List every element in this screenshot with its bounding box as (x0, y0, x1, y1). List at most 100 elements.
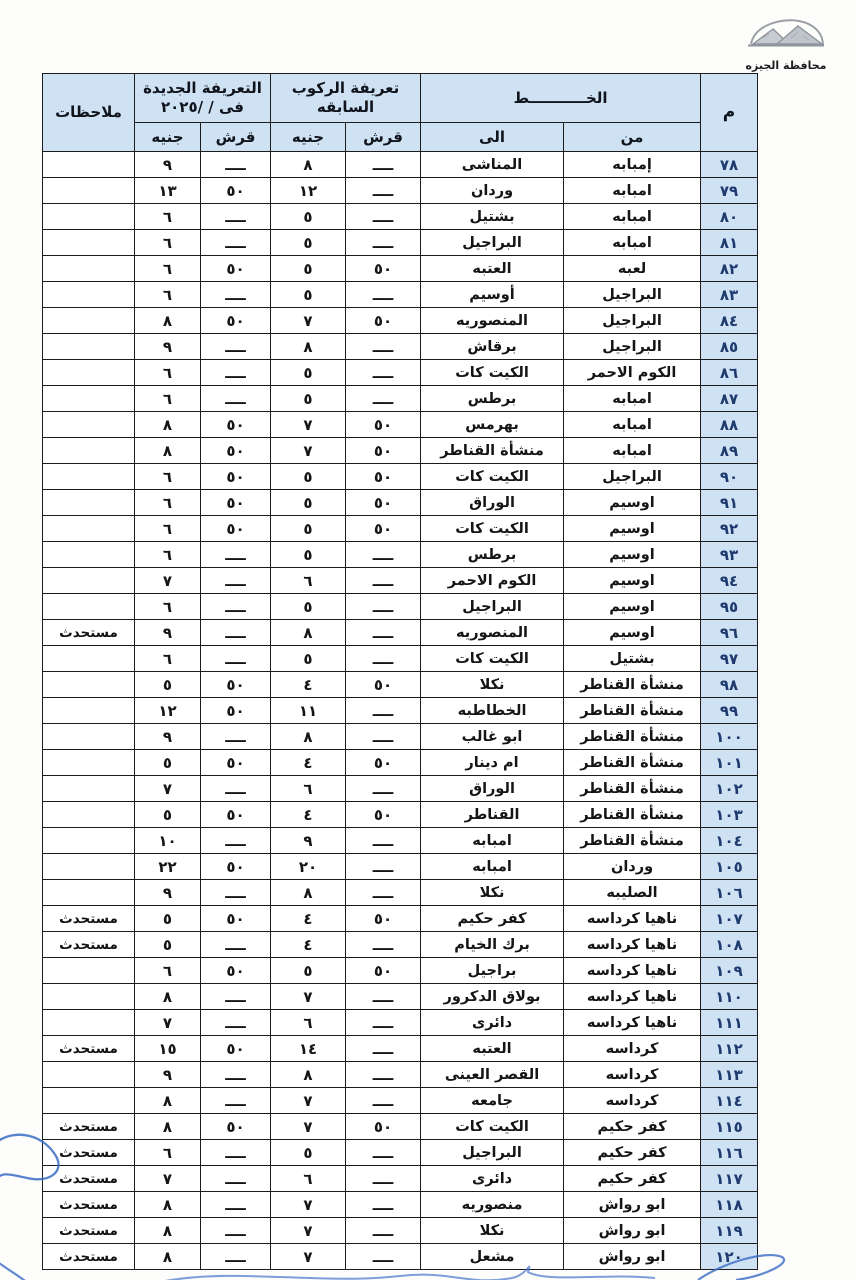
row-previous-qirsh: ــــ (345, 359, 422, 386)
row-previous-geneh: ٦ (269, 1165, 347, 1192)
row-previous-geneh: ٧ (269, 983, 347, 1010)
table-row: ١٠٠ منشأة القناطر ابو غالب ــــ ٨ ــــ ٩ (42, 723, 759, 750)
row-previous-geneh: ٥ (269, 1139, 347, 1166)
row-from-place: ناهيا كرداسه (563, 905, 702, 932)
row-new-qirsh: ــــ (200, 1087, 271, 1114)
row-to-place: البراجيل (420, 593, 565, 620)
row-to-place: الوراق (420, 489, 565, 516)
row-new-qirsh: ــــ (200, 229, 271, 256)
row-new-qirsh: ٥٠ (200, 957, 271, 984)
row-from-place: لعبه (563, 255, 702, 282)
row-new-qirsh: ــــ (200, 1165, 271, 1192)
row-serial-number: ٧٩ (700, 177, 759, 204)
row-from-place: الكوم الاحمر (563, 359, 702, 386)
row-serial-number: ١١٠ (700, 983, 759, 1010)
row-new-qirsh: ٥٠ (200, 853, 271, 880)
row-new-qirsh: ٥٠ (200, 697, 271, 724)
row-note (42, 307, 135, 334)
row-from-place: منشأة القناطر (563, 827, 702, 854)
row-new-geneh: ٨ (134, 307, 201, 334)
row-note (42, 749, 135, 776)
row-new-geneh: ٦ (134, 255, 201, 282)
row-new-geneh: ٩ (134, 1061, 201, 1088)
row-from-place: البراجيل (563, 333, 702, 360)
row-note (42, 775, 135, 802)
row-serial-number: ١١٤ (700, 1087, 759, 1114)
row-new-geneh: ٥ (134, 905, 201, 932)
header-previous-tariff: تعريفة الركوب السابقه (269, 73, 422, 123)
row-previous-geneh: ٧ (269, 307, 347, 334)
row-previous-geneh: ٤ (269, 801, 347, 828)
row-previous-qirsh: ــــ (345, 203, 422, 230)
row-new-geneh: ٦ (134, 385, 201, 412)
row-new-qirsh: ــــ (200, 1061, 271, 1088)
table-row: ٨٤ البراجيل المنصوريه ٥٠ ٧ ٥٠ ٨ (42, 307, 759, 334)
row-previous-qirsh: ــــ (345, 229, 422, 256)
row-previous-qirsh: ــــ (345, 151, 422, 178)
row-previous-geneh: ٥ (269, 385, 347, 412)
row-previous-qirsh: ــــ (345, 177, 422, 204)
row-serial-number: ٨٠ (700, 203, 759, 230)
row-serial-number: ١٠٤ (700, 827, 759, 854)
row-note (42, 203, 135, 230)
row-to-place: العتبه (420, 1035, 565, 1062)
row-previous-qirsh: ــــ (345, 567, 422, 594)
row-note (42, 1009, 135, 1036)
row-previous-qirsh: ــــ (345, 879, 422, 906)
row-previous-qirsh: ــــ (345, 281, 422, 308)
row-note: مستحدث (42, 1191, 135, 1218)
row-previous-geneh: ٤ (269, 671, 347, 698)
row-from-place: امبابه (563, 177, 702, 204)
row-note (42, 281, 135, 308)
row-previous-qirsh: ــــ (345, 775, 422, 802)
row-note (42, 983, 135, 1010)
row-new-qirsh: ٥٠ (200, 489, 271, 516)
table-row: ٨٦ الكوم الاحمر الكيت كات ــــ ٥ ــــ ٦ (42, 359, 759, 386)
row-from-place: منشأة القناطر (563, 775, 702, 802)
row-previous-geneh: ٧ (269, 1087, 347, 1114)
row-from-place: منشأة القناطر (563, 723, 702, 750)
table-row: ١١٧ كفر حكيم دائرى ــــ ٦ ــــ ٧ مستحدث (42, 1165, 759, 1192)
row-new-geneh: ٩ (134, 879, 201, 906)
row-previous-qirsh: ــــ (345, 593, 422, 620)
row-new-qirsh: ــــ (200, 593, 271, 620)
table-row: ٨٠ امبابه بشتيل ــــ ٥ ــــ ٦ (42, 203, 759, 230)
pen-stroke-bottom-left (0, 1262, 26, 1280)
row-serial-number: ٨١ (700, 229, 759, 256)
fare-table-body: ٧٨ إمبابه المناشى ــــ ٨ ــــ ٩ ٧٩ امباب… (42, 151, 759, 1270)
row-new-geneh: ٧ (134, 1009, 201, 1036)
row-new-qirsh: ٥٠ (200, 749, 271, 776)
row-from-place: كفر حكيم (563, 1113, 702, 1140)
row-new-geneh: ١٠ (134, 827, 201, 854)
row-to-place: برطس (420, 385, 565, 412)
row-from-place: امبابه (563, 203, 702, 230)
row-previous-geneh: ٥ (269, 541, 347, 568)
row-note: مستحدث (42, 1217, 135, 1244)
row-to-place: نكلا (420, 1217, 565, 1244)
table-row: ١٠٤ منشأة القناطر امبابه ــــ ٩ ــــ ١٠ (42, 827, 759, 854)
row-to-place: الكيت كات (420, 1113, 565, 1140)
header-to: الى (420, 122, 565, 152)
row-from-place: ابو رواش (563, 1191, 702, 1218)
row-from-place: إمبابه (563, 151, 702, 178)
row-serial-number: ١٠٦ (700, 879, 759, 906)
table-row: ١١٩ ابو رواش نكلا ــــ ٧ ــــ ٨ مستحدث (42, 1217, 759, 1244)
row-previous-qirsh: ــــ (345, 1217, 422, 1244)
row-new-qirsh: ٥٠ (200, 801, 271, 828)
table-row: ٧٨ إمبابه المناشى ــــ ٨ ــــ ٩ (42, 151, 759, 178)
row-new-geneh: ٨ (134, 1191, 201, 1218)
row-previous-qirsh: ــــ (345, 983, 422, 1010)
row-serial-number: ١٠٢ (700, 775, 759, 802)
row-serial-number: ١٢٠ (700, 1243, 759, 1270)
row-new-qirsh: ٥٠ (200, 905, 271, 932)
row-new-geneh: ٦ (134, 515, 201, 542)
row-to-place: امبابه (420, 827, 565, 854)
row-new-qirsh: ــــ (200, 1139, 271, 1166)
table-row: ٩٥ اوسيم البراجيل ــــ ٥ ــــ ٦ (42, 593, 759, 620)
row-previous-qirsh: ــــ (345, 385, 422, 412)
row-new-qirsh: ٥٠ (200, 515, 271, 542)
row-new-geneh: ٦ (134, 541, 201, 568)
row-new-geneh: ٩ (134, 151, 201, 178)
row-to-place: برك الخيام (420, 931, 565, 958)
row-new-qirsh: ــــ (200, 1191, 271, 1218)
